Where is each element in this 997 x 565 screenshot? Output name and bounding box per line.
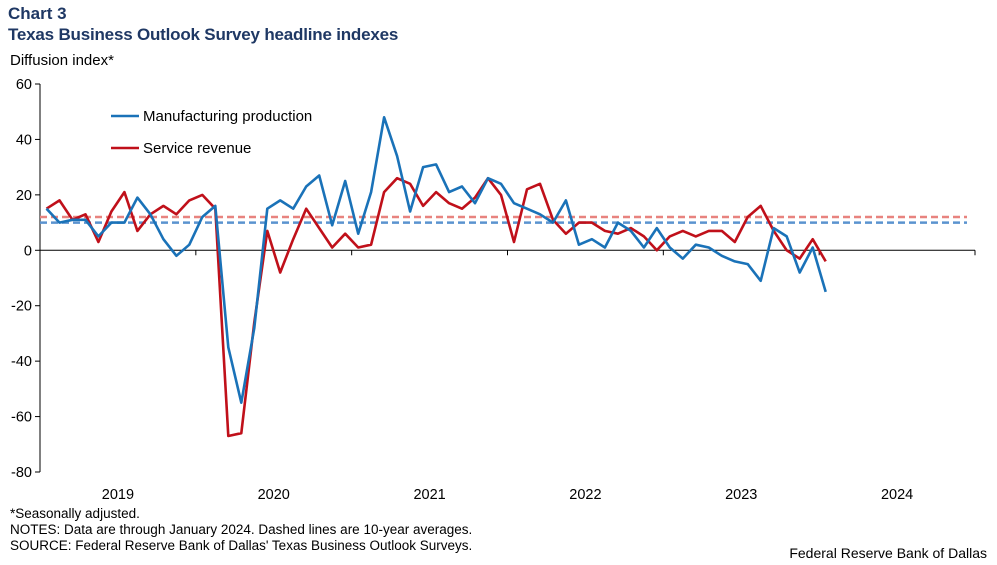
x-tick-label: 2019	[102, 487, 134, 503]
x-tick-label: 2023	[725, 487, 757, 503]
series-line-manufacturing-production	[45, 116, 827, 405]
y-tick-label: 0	[24, 243, 32, 259]
y-tick-label: -80	[11, 465, 32, 481]
y-axis-label: Diffusion index*	[10, 52, 114, 69]
y-tick-label: 20	[16, 188, 32, 204]
chart-title: Texas Business Outlook Survey headline i…	[8, 25, 399, 44]
y-tick-label: -20	[11, 299, 32, 315]
x-tick-label: 2022	[569, 487, 601, 503]
average-lines	[40, 215, 967, 224]
series-lines	[45, 116, 827, 438]
footnotes: *Seasonally adjusted. NOTES: Data are th…	[10, 506, 472, 554]
y-tick-label: 40	[16, 132, 32, 148]
footnote-notes: NOTES: Data are through January 2024. Da…	[10, 522, 473, 537]
y-tick-label: 60	[16, 77, 32, 93]
legend-label-manufacturing-production: Manufacturing production	[143, 108, 312, 125]
footnote-source: SOURCE: Federal Reserve Bank of Dallas' …	[10, 538, 473, 553]
chart-axes: 60 40 20 0 -20 -40 -60 -80 2019 2020 2021 2022 2023 2…	[11, 77, 976, 503]
footnote-seasonal: *Seasonally adjusted.	[10, 506, 140, 521]
chart-number: Chart 3	[8, 4, 67, 23]
y-tick-label: -60	[11, 410, 32, 426]
source-credit: Federal Reserve Bank of Dallas	[789, 545, 987, 561]
x-tick-label: 2021	[413, 487, 445, 503]
series-line-service-revenue	[45, 176, 827, 438]
legend: Manufacturing production Service revenue	[111, 108, 312, 157]
x-tick-label: 2020	[258, 487, 290, 503]
y-tick-label: -40	[11, 354, 32, 370]
x-tick-label: 2024	[881, 487, 913, 503]
legend-label-service-revenue: Service revenue	[143, 140, 251, 157]
